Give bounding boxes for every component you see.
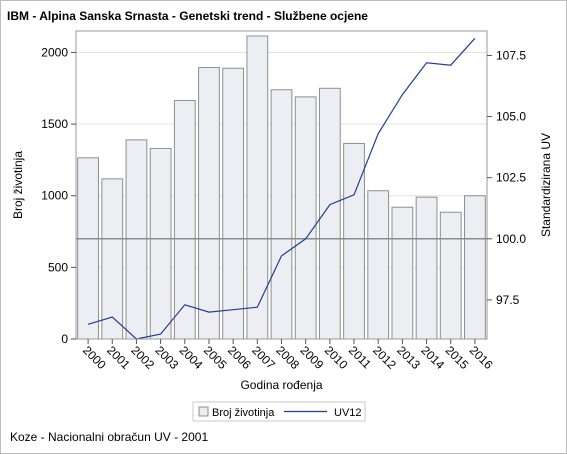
x-tick-label: 2006 — [225, 343, 254, 372]
bar-2010 — [318, 87, 341, 340]
uv12-line — [87, 37, 476, 340]
x-tick-label: 2008 — [273, 343, 302, 372]
x-tick-label: 2012 — [370, 343, 399, 372]
legend-bar-label: Broj životinja — [212, 407, 275, 419]
x-tick-label: 2005 — [201, 343, 230, 372]
legend-box — [192, 401, 366, 422]
right-tick-label: 97.5 — [496, 293, 520, 307]
bar-2011 — [343, 142, 365, 340]
left-tick-label: 2000 — [41, 45, 68, 59]
bar-2006 — [222, 67, 245, 340]
right-tick-label: 107.5 — [496, 48, 526, 62]
right-tick-label: 100.0 — [496, 232, 526, 246]
bar-2015 — [439, 211, 462, 340]
chart-title: IBM - Alpina Sanska Srnasta - Genetski t… — [7, 9, 368, 23]
x-axis-title: Godina rođenja — [240, 378, 322, 392]
x-tick-label: 2007 — [249, 343, 278, 372]
bar-2014 — [415, 196, 438, 340]
bar-2003 — [149, 147, 172, 340]
left-tick-label: 0 — [61, 332, 68, 346]
legend-bar-swatch — [198, 406, 209, 417]
bar-2000 — [77, 157, 99, 340]
legend-line-label: UV12 — [334, 407, 362, 419]
left-axis-title: Broj životinja — [11, 151, 25, 219]
x-tick-label: 2013 — [394, 343, 423, 372]
x-tick-label: 2014 — [418, 343, 447, 372]
x-tick-label: 2010 — [322, 343, 351, 372]
bar-2001 — [101, 178, 124, 340]
bar-2007 — [246, 35, 269, 340]
bar-2012 — [367, 190, 390, 340]
left-tick-label: 1500 — [41, 117, 68, 131]
x-tick-label: 2009 — [298, 343, 327, 372]
bar-2005 — [198, 67, 220, 340]
bar-2009 — [294, 96, 317, 340]
right-axis-title: Standardizirana UV — [539, 133, 553, 237]
bar-2004 — [173, 99, 196, 340]
bar-2008 — [270, 89, 293, 340]
x-tick-label: 2004 — [177, 343, 206, 372]
right-tick-label: 102.5 — [496, 171, 526, 185]
chart-footnote: Koze - Nacionalni obračun UV - 2001 — [10, 430, 209, 444]
x-tick-label: 2011 — [346, 343, 374, 371]
x-tick-label: 2001 — [104, 343, 133, 372]
bar-2013 — [391, 206, 414, 340]
x-tick-label: 2015 — [443, 343, 472, 372]
x-tick-label: 2000 — [80, 343, 109, 372]
bar-2016 — [464, 195, 486, 340]
x-tick-label: 2016 — [467, 343, 496, 372]
x-tick-label: 2002 — [128, 343, 157, 372]
right-tick-label: 105.0 — [496, 110, 526, 124]
left-tick-label: 500 — [48, 260, 68, 274]
x-tick-label: 2003 — [152, 343, 181, 372]
left-tick-label: 1000 — [41, 189, 68, 203]
